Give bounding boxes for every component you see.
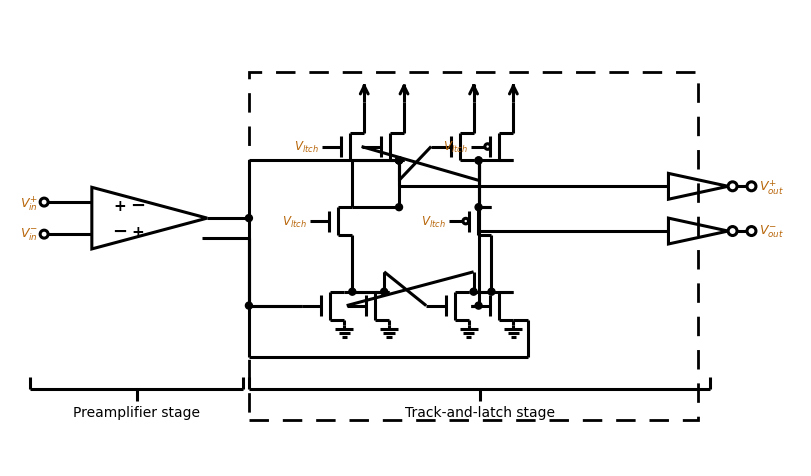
Text: −: − (112, 223, 127, 240)
Text: $V_{out}^{-}$: $V_{out}^{-}$ (758, 223, 783, 240)
Circle shape (746, 182, 755, 191)
Circle shape (474, 158, 482, 165)
Circle shape (746, 227, 755, 236)
Circle shape (727, 227, 736, 236)
Text: −: − (130, 197, 145, 215)
Circle shape (395, 158, 402, 165)
Circle shape (380, 288, 387, 296)
Text: $V_{in}^{-}$: $V_{in}^{-}$ (20, 227, 38, 243)
Text: $V_{in}^{+}$: $V_{in}^{+}$ (20, 193, 38, 212)
Circle shape (395, 158, 402, 165)
Text: $V_{ltch}$: $V_{ltch}$ (421, 214, 445, 229)
Circle shape (395, 204, 402, 211)
Text: $V_{ltch}$: $V_{ltch}$ (443, 139, 467, 155)
Text: $V_{ltch}$: $V_{ltch}$ (281, 214, 307, 229)
Circle shape (245, 215, 252, 222)
Text: Preamplifier stage: Preamplifier stage (73, 405, 200, 419)
Circle shape (727, 182, 736, 191)
Circle shape (462, 219, 468, 224)
Circle shape (474, 204, 482, 211)
Circle shape (395, 158, 402, 165)
Circle shape (487, 288, 495, 296)
Text: Track-and-latch stage: Track-and-latch stage (404, 405, 554, 419)
Circle shape (245, 302, 252, 309)
Text: $V_{ltch}$: $V_{ltch}$ (294, 139, 319, 155)
Circle shape (349, 288, 355, 296)
Text: +: + (114, 198, 126, 213)
Circle shape (470, 288, 477, 296)
Circle shape (484, 144, 490, 150)
Text: $V_{out}^{+}$: $V_{out}^{+}$ (758, 178, 783, 196)
Circle shape (40, 231, 48, 238)
Bar (249, 73, 697, 420)
Circle shape (474, 302, 482, 309)
Text: +: + (131, 224, 144, 239)
Circle shape (474, 158, 482, 165)
Circle shape (40, 198, 48, 207)
